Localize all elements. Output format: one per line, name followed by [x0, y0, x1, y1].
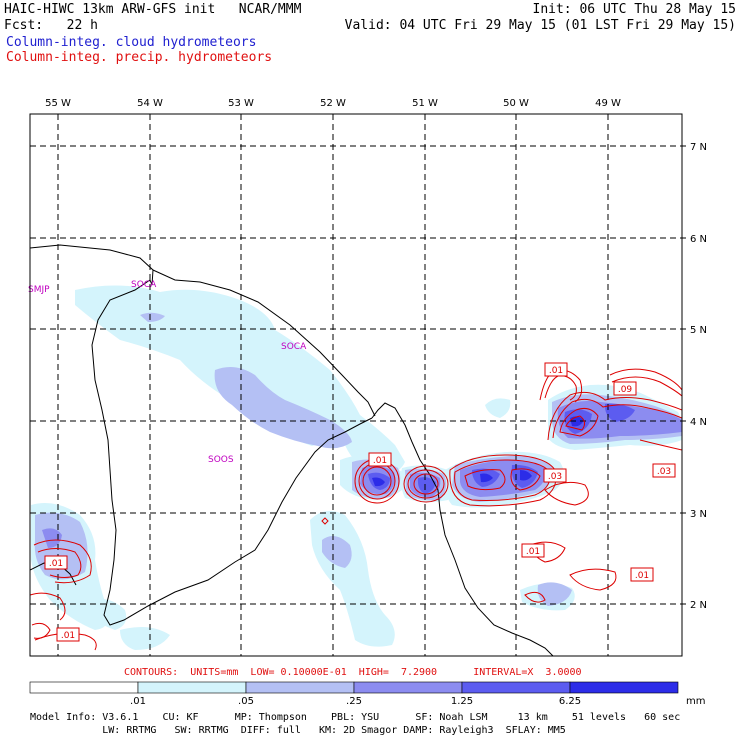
- coastline-borders: [30, 244, 554, 656]
- latitude-label: 2 N: [690, 600, 707, 611]
- longitude-label: 52 W: [320, 98, 346, 109]
- station-label: SOCA: [131, 280, 157, 290]
- station-label: SOCA: [281, 342, 307, 352]
- svg-text:.03: .03: [548, 472, 562, 482]
- station-label: SMJP: [28, 285, 50, 295]
- svg-text:.01: .01: [49, 559, 63, 569]
- station-label: SOOS: [208, 455, 234, 465]
- latitude-label: 6 N: [690, 234, 707, 245]
- colorbar-segment: [569, 681, 679, 694]
- lat-lon-grid: [30, 114, 682, 656]
- svg-text:.09: .09: [618, 385, 633, 395]
- contour-value-label: .01: [368, 452, 392, 467]
- contour-label-group: .01 .01 .09 .01 .03 .03 .01 .01 .01: [44, 362, 676, 642]
- contour-value-label: .01: [630, 567, 654, 582]
- model-info-line-1: Model Info: V3.6.1 CU: KF MP: Thompson P…: [30, 712, 681, 723]
- colorbar-tick-label: 1.25: [451, 696, 473, 707]
- precip-contours: [30, 368, 682, 651]
- colorbar-segment: [461, 681, 571, 694]
- colorbar-tick-label: .05: [238, 696, 254, 707]
- longitude-label: 55 W: [45, 98, 71, 109]
- init-time: Init: 06 UTC Thu 28 May 15: [532, 2, 737, 17]
- hydrometeor-shading: [31, 285, 682, 650]
- svg-text:.03: .03: [657, 467, 671, 477]
- contour-value-label: .09: [613, 381, 637, 396]
- contour-info: CONTOURS: UNITS=mm LOW= 0.10000E-01 HIGH…: [124, 667, 582, 678]
- contour-value-label: .03: [543, 468, 567, 483]
- colorbar-segment: [245, 681, 355, 694]
- cloud-field-title: Column-integ. cloud hydrometeors: [6, 35, 257, 50]
- axis-labels: 55 W 54 W 53 W 52 W 51 W 50 W 49 W 7 N 6 N 5 N 4 N…: [45, 98, 707, 611]
- longitude-label: 54 W: [137, 98, 163, 109]
- contour-value-label: .01: [544, 362, 568, 377]
- svg-text:.01: .01: [549, 366, 563, 376]
- station-label-group: SMJP SOCA SOCA SOOS: [28, 280, 307, 465]
- forecast-hour: Fcst: 22 h: [4, 18, 98, 33]
- longitude-label: 49 W: [595, 98, 621, 109]
- plot-frame: [29, 113, 683, 657]
- latitude-label: 4 N: [690, 417, 707, 428]
- svg-text:.01: .01: [61, 631, 75, 641]
- colorbar-tick-label: .01: [130, 696, 146, 707]
- latitude-label: 7 N: [690, 142, 707, 153]
- colorbar: .01 .05 .25 1.25 6.25 mm: [29, 681, 705, 707]
- svg-text:.01: .01: [373, 456, 387, 466]
- model-info-line-2: LW: RRTMG SW: RRTMG DIFF: full KM: 2D Sm…: [30, 725, 566, 736]
- contour-value-label: .01: [56, 627, 80, 642]
- contour-value-label: .01: [44, 555, 68, 570]
- longitude-label: 53 W: [228, 98, 254, 109]
- colorbar-tick-label: .25: [346, 696, 362, 707]
- valid-time: Valid: 04 UTC Fri 29 May 15 (01 LST Fri …: [344, 18, 736, 33]
- svg-text:.01: .01: [635, 571, 649, 581]
- longitude-label: 50 W: [503, 98, 529, 109]
- latitude-label: 3 N: [690, 509, 707, 520]
- colorbar-tick-label: 6.25: [559, 696, 581, 707]
- svg-text:.01: .01: [526, 547, 540, 557]
- colorbar-segment: [29, 681, 139, 694]
- colorbar-unit: mm: [686, 696, 705, 707]
- contour-value-label: .01: [521, 543, 545, 558]
- contour-value-label: .03: [652, 463, 676, 478]
- longitude-label: 51 W: [412, 98, 438, 109]
- model-title: HAIC-HIWC 13km ARW-GFS init NCAR/MMM: [4, 2, 302, 17]
- latitude-label: 5 N: [690, 325, 707, 336]
- colorbar-segment: [137, 681, 247, 694]
- shade-level-5: [372, 416, 584, 487]
- precip-field-title: Column-integ. precip. hydrometeors: [6, 50, 273, 65]
- colorbar-segment: [353, 681, 463, 694]
